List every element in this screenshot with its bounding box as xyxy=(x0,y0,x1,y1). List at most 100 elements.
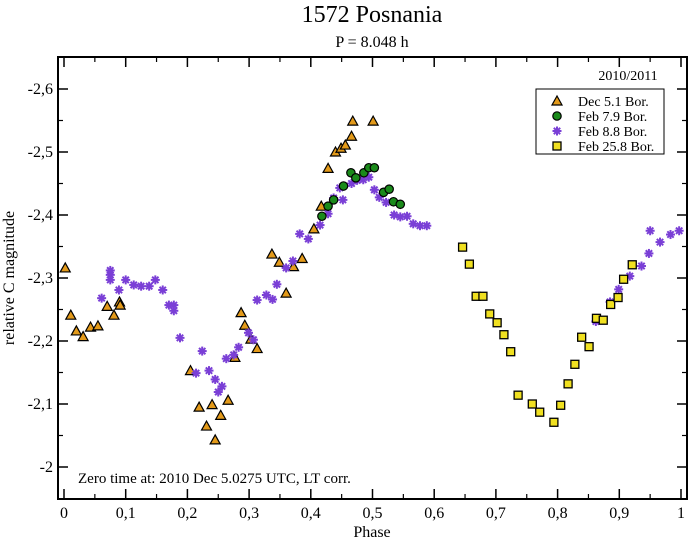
data-point-triangle xyxy=(265,247,278,259)
data-point-star xyxy=(315,220,325,230)
data-point-star xyxy=(158,285,168,295)
data-point-triangle xyxy=(222,393,235,405)
data-point-square xyxy=(513,390,523,400)
data-point-star xyxy=(614,284,624,294)
series-circle xyxy=(317,162,406,222)
data-point-square xyxy=(584,342,594,352)
x-tick-label: 0,3 xyxy=(239,505,259,522)
data-point-star xyxy=(191,368,201,378)
data-point-star xyxy=(243,328,253,338)
data-point-star xyxy=(402,211,412,221)
data-point-triangle xyxy=(346,114,359,126)
data-point-triangle xyxy=(367,114,380,126)
data-point-triangle xyxy=(77,330,90,342)
data-point-square xyxy=(563,379,573,389)
data-point-triangle xyxy=(322,162,335,173)
data-point-circle xyxy=(351,173,361,183)
data-point-star xyxy=(221,354,231,364)
data-point-triangle xyxy=(206,398,219,410)
data-point-star xyxy=(415,221,425,231)
series-square xyxy=(457,242,637,427)
data-point-triangle xyxy=(280,286,293,298)
data-point-triangle xyxy=(307,222,320,234)
data-point-square xyxy=(570,359,580,369)
x-tick-label: 0,4 xyxy=(301,505,321,522)
legend-label: Feb 8.8 Bor. xyxy=(578,125,647,140)
y-tick-label: -2,6 xyxy=(28,81,53,98)
data-point-star xyxy=(213,387,223,397)
y-axis-label: relative C magnitude xyxy=(1,211,18,345)
data-point-star xyxy=(204,366,214,376)
data-point-square xyxy=(492,318,502,328)
data-point-triangle xyxy=(296,252,309,264)
data-point-star xyxy=(645,226,655,236)
data-point-square xyxy=(627,260,637,270)
data-points xyxy=(59,114,684,445)
data-point-circle xyxy=(384,184,394,194)
data-point-square xyxy=(464,259,475,269)
data-point-triangle xyxy=(339,138,352,150)
data-point-triangle xyxy=(287,260,300,272)
x-tick-label: 1 xyxy=(677,505,685,522)
data-point-triangle xyxy=(214,409,227,420)
y-tick-label: -2 xyxy=(40,459,53,476)
legend-marker-square xyxy=(552,141,562,151)
data-point-star xyxy=(169,306,179,316)
data-point-star xyxy=(129,280,139,290)
data-point-star xyxy=(268,294,278,304)
data-point-circle xyxy=(328,195,339,205)
data-point-star xyxy=(210,374,220,384)
data-point-triangle xyxy=(273,256,286,267)
data-point-triangle xyxy=(193,400,206,412)
data-point-star xyxy=(217,381,227,391)
data-point-star xyxy=(150,275,160,285)
data-point-star xyxy=(105,275,115,285)
data-point-star xyxy=(175,333,185,343)
data-point-star xyxy=(644,248,654,258)
x-tick-label: 0,6 xyxy=(424,505,444,522)
data-point-square xyxy=(478,291,488,301)
data-point-star xyxy=(248,335,258,345)
data-point-star xyxy=(105,265,115,275)
data-point-star xyxy=(666,230,676,240)
data-point-star xyxy=(197,346,207,356)
data-point-star xyxy=(381,197,391,207)
y-tick-label: -2,2 xyxy=(28,333,53,350)
legend-label: Feb 25.8 Bor. xyxy=(578,140,654,155)
legend-marker-triangle xyxy=(550,94,564,106)
x-tick-label: 0,5 xyxy=(363,505,383,522)
data-point-star xyxy=(252,295,262,305)
series-triangle xyxy=(59,114,380,445)
data-point-triangle xyxy=(64,308,77,320)
x-axis-label: Phase xyxy=(353,524,390,541)
x-tick-label: 0,1 xyxy=(116,505,136,522)
data-point-star xyxy=(288,256,298,266)
data-point-star xyxy=(272,279,282,289)
zero-time-annotation: Zero time at: 2010 Dec 5.0275 UTC, LT co… xyxy=(78,471,351,487)
data-point-triangle xyxy=(107,308,120,320)
data-point-triangle xyxy=(209,433,222,445)
y-tick-label: -2,3 xyxy=(28,270,53,287)
x-tick-label: 0,9 xyxy=(609,505,629,522)
data-point-square xyxy=(598,315,608,325)
data-point-square xyxy=(457,242,468,252)
data-point-triangle xyxy=(101,300,114,311)
chart-subtitle: P = 8.048 h xyxy=(335,34,408,51)
data-point-triangle xyxy=(235,306,248,318)
data-point-square xyxy=(499,330,509,340)
data-point-square xyxy=(506,347,516,357)
y-tick-label: -2,5 xyxy=(28,144,53,161)
data-point-square xyxy=(485,309,495,319)
data-point-star xyxy=(281,263,291,273)
data-point-square xyxy=(527,399,537,409)
data-point-square xyxy=(556,400,566,410)
legend-title: 2010/2011 xyxy=(598,69,657,84)
data-point-star xyxy=(408,219,418,229)
legend-label: Dec 5.1 Bor. xyxy=(578,95,649,110)
data-point-triangle xyxy=(91,319,104,331)
y-tick-label: -2,1 xyxy=(28,396,53,413)
data-point-triangle xyxy=(238,319,251,330)
data-point-star xyxy=(234,342,244,352)
data-point-circle xyxy=(338,181,349,191)
data-point-triangle xyxy=(70,324,83,336)
